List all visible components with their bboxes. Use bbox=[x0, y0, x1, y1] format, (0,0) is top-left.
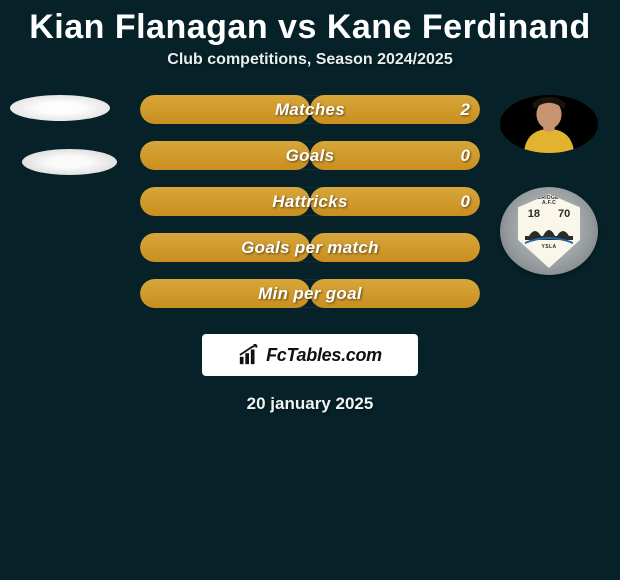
player2-name: Kane Ferdinand bbox=[327, 8, 591, 46]
vs-word: vs bbox=[278, 8, 317, 46]
bar-row: Matches2 bbox=[140, 95, 480, 124]
page-title: Kian Flanagan vs Kane Ferdinand bbox=[0, 0, 620, 51]
bar-label: Goals per match bbox=[140, 233, 480, 262]
bar-label: Goals bbox=[140, 141, 480, 170]
crest-shield: WADEBRIDGE TOWN A.F.C 18 70 YSLA bbox=[518, 194, 580, 268]
crest-year-right: 70 bbox=[558, 208, 570, 220]
date-text: 20 january 2025 bbox=[0, 394, 620, 414]
crest-bottom-text: YSLA bbox=[542, 244, 557, 250]
bar-row: Hattricks0 bbox=[140, 187, 480, 216]
bar-row: Min per goal bbox=[140, 279, 480, 308]
brand-chart-icon bbox=[238, 344, 260, 366]
bar-label: Matches bbox=[140, 95, 480, 124]
bar-rows: Matches2Goals0Hattricks0Goals per matchM… bbox=[140, 95, 480, 308]
brand-badge[interactable]: FcTables.com bbox=[202, 334, 418, 376]
brand-text: FcTables.com bbox=[266, 345, 382, 366]
bar-right-value: 0 bbox=[461, 141, 470, 170]
bar-label: Min per goal bbox=[140, 279, 480, 308]
player1-name: Kian Flanagan bbox=[29, 8, 268, 46]
bar-right-value: 0 bbox=[461, 187, 470, 216]
crest-top-text: WADEBRIDGE TOWN A.F.C bbox=[518, 196, 580, 206]
crest-year: 18 70 bbox=[528, 208, 571, 220]
player2-photo-svg bbox=[500, 95, 598, 153]
crest-emblem bbox=[525, 222, 573, 244]
crest-year-left: 18 bbox=[528, 208, 540, 220]
player1-club-placeholder bbox=[22, 149, 117, 175]
player1-photo-placeholder bbox=[10, 95, 110, 121]
bar-label: Hattricks bbox=[140, 187, 480, 216]
bar-row: Goals per match bbox=[140, 233, 480, 262]
bar-right-value: 2 bbox=[461, 95, 470, 124]
bar-row: Goals0 bbox=[140, 141, 480, 170]
subtitle: Club competitions, Season 2024/2025 bbox=[0, 51, 620, 69]
player2-photo bbox=[500, 95, 598, 153]
player2-club-crest: WADEBRIDGE TOWN A.F.C 18 70 YSLA bbox=[500, 187, 598, 275]
comparison-chart: WADEBRIDGE TOWN A.F.C 18 70 YSLA Matches… bbox=[0, 95, 620, 308]
